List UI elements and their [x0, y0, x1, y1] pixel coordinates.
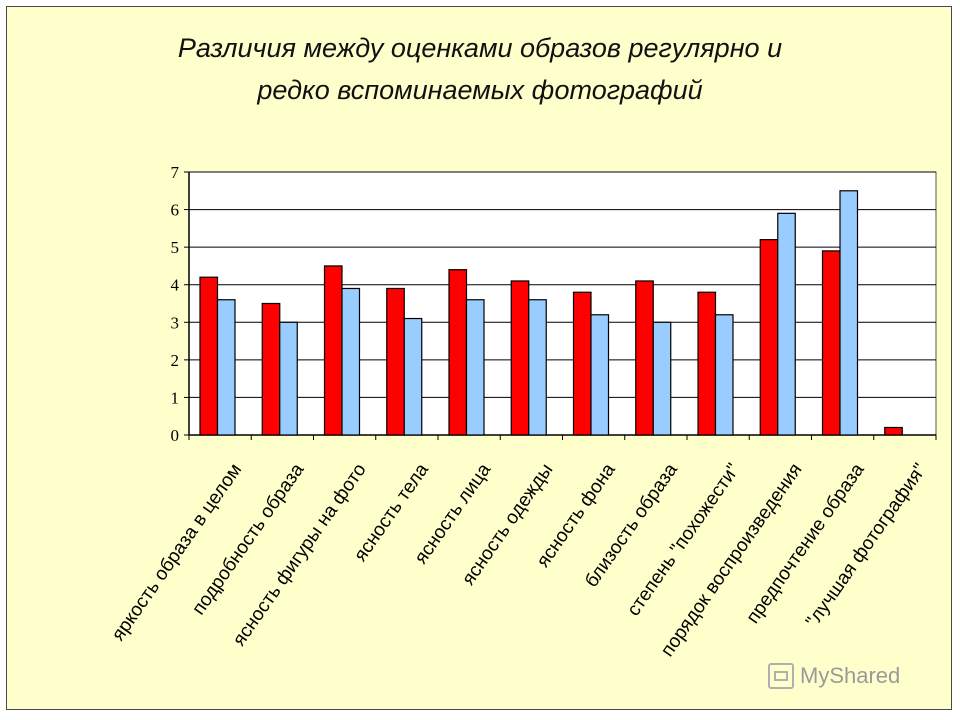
bar-red-10	[821, 250, 841, 436]
bar-blue-2	[341, 287, 361, 436]
bar-red-9	[759, 239, 779, 436]
y-tick-label: 6	[171, 201, 180, 220]
bar-blue-3	[403, 317, 423, 436]
bar-blue-9	[777, 212, 796, 436]
x-tick-label: степень "похожести"	[623, 460, 744, 620]
chart-title-line-2: редко вспоминаемых фотографий	[257, 75, 703, 105]
y-tick-label: 7	[171, 163, 180, 182]
watermark: MyShared	[768, 660, 928, 692]
bar-red-3	[386, 287, 405, 436]
bar-blue-7	[652, 321, 672, 436]
bar-red-8	[697, 291, 717, 436]
bar-red-11	[884, 426, 903, 436]
y-tick-label: 3	[171, 313, 180, 332]
bar-blue-10	[839, 190, 859, 436]
x-tick-label: "лучшая фотография"	[802, 460, 931, 632]
bar-red-5	[510, 280, 530, 436]
bar-red-0	[199, 276, 219, 436]
bar-red-7	[635, 280, 654, 436]
x-tick-label: подробность образа	[188, 459, 308, 619]
y-tick-label: 0	[171, 426, 180, 445]
y-tick-label: 2	[171, 351, 180, 370]
bar-red-4	[448, 269, 468, 436]
bar-red-1	[261, 302, 281, 436]
bar-blue-1	[279, 321, 298, 436]
bar-blue-8	[714, 314, 734, 436]
y-tick-label: 5	[171, 238, 180, 257]
watermark-text: MyShared	[800, 663, 901, 688]
x-tick-label: предпочтение образа	[742, 459, 868, 627]
bar-blue-0	[216, 299, 236, 436]
y-tick-label: 1	[171, 388, 180, 407]
bar-blue-6	[590, 314, 610, 436]
watermark-logo-icon	[768, 663, 794, 689]
chart-title-line-1: Различия между оценками образов регулярн…	[177, 33, 783, 63]
plot-area	[188, 171, 937, 436]
bar-red-6	[572, 291, 592, 436]
bar-red-2	[323, 265, 343, 436]
bar-blue-4	[465, 299, 485, 436]
bar-blue-5	[528, 299, 547, 436]
y-tick-label: 4	[171, 276, 180, 295]
